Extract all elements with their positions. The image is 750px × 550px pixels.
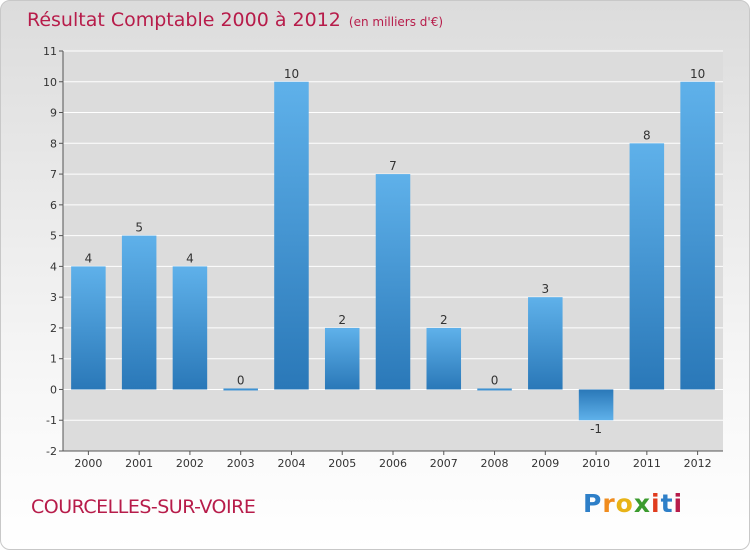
y-tick-label: 4 (50, 260, 57, 273)
x-tick-label: 2006 (379, 457, 407, 470)
data-label: 10 (284, 67, 299, 81)
y-tick-label: 6 (50, 199, 57, 212)
y-tick-label: -1 (46, 414, 57, 427)
y-tick-label: 5 (50, 230, 57, 243)
logo-letter: x (633, 489, 651, 518)
data-label: 0 (237, 373, 245, 387)
data-label: -1 (590, 422, 602, 436)
x-tick-label: 2011 (633, 457, 661, 470)
data-label: 4 (186, 251, 194, 265)
y-tick-label: 1 (50, 353, 57, 366)
logo-letter: i (651, 489, 661, 518)
bar (477, 388, 512, 391)
data-label: 10 (690, 67, 705, 81)
bar (172, 266, 208, 390)
proxiti-logo: Proxiti (583, 489, 683, 518)
logo-letter: t (660, 489, 674, 518)
chart-title: Résultat Comptable 2000 à 2012 (27, 9, 341, 31)
x-tick-label: 2010 (582, 457, 610, 470)
y-tick-label: 10 (43, 76, 57, 89)
data-label: 0 (491, 373, 499, 387)
bar (680, 81, 715, 390)
logo-letter: r (602, 489, 616, 518)
bar (629, 143, 665, 390)
x-tick-label: 2008 (481, 457, 509, 470)
y-tick-label: 2 (50, 322, 57, 335)
bar (324, 327, 360, 390)
data-label: 2 (440, 313, 448, 327)
y-tick-label: 0 (50, 383, 57, 396)
x-tick-label: 2003 (227, 457, 255, 470)
chart-unit: (en milliers d'€) (348, 15, 444, 29)
y-tick-label: 3 (50, 291, 57, 304)
y-tick-label: 8 (50, 137, 57, 150)
bar (578, 389, 614, 421)
x-tick-label: 2012 (684, 457, 712, 470)
y-tick-label: -2 (46, 445, 57, 458)
x-tick-label: 2004 (277, 457, 305, 470)
data-label: 8 (643, 128, 651, 142)
bar (528, 297, 563, 390)
axis-layer: -2 -1 0 1 2 3 4 5 6 7 8 9 10 11 4 2000 5 2001 4 2002 0 2003 10… (43, 45, 723, 470)
x-tick-label: 2007 (430, 457, 458, 470)
bar (121, 235, 157, 390)
logo-letter: i (673, 489, 684, 518)
logo-letter: o (615, 489, 634, 518)
y-tick-label: 9 (50, 107, 57, 120)
data-label: 2 (338, 313, 346, 327)
bar (71, 266, 106, 390)
bar (375, 174, 411, 390)
data-label: 7 (389, 159, 397, 173)
logo-letter: P (583, 489, 603, 518)
bar (274, 81, 309, 390)
x-tick-label: 2002 (176, 457, 204, 470)
bar (426, 327, 462, 390)
chart-title-block: Résultat Comptable 2000 à 2012 (en millie… (27, 9, 443, 31)
town-name: COURCELLES-SUR-VOIRE (31, 496, 256, 518)
bar (223, 388, 258, 391)
x-tick-label: 2001 (125, 457, 153, 470)
bar-layer (71, 81, 715, 421)
y-tick-label: 7 (50, 168, 57, 181)
y-tick-label: 11 (43, 45, 57, 58)
data-label: 5 (135, 221, 143, 235)
x-tick-label: 2009 (531, 457, 559, 470)
data-label: 3 (541, 282, 549, 296)
data-label: 4 (85, 251, 93, 265)
x-tick-label: 2000 (74, 457, 102, 470)
x-tick-label: 2005 (328, 457, 356, 470)
